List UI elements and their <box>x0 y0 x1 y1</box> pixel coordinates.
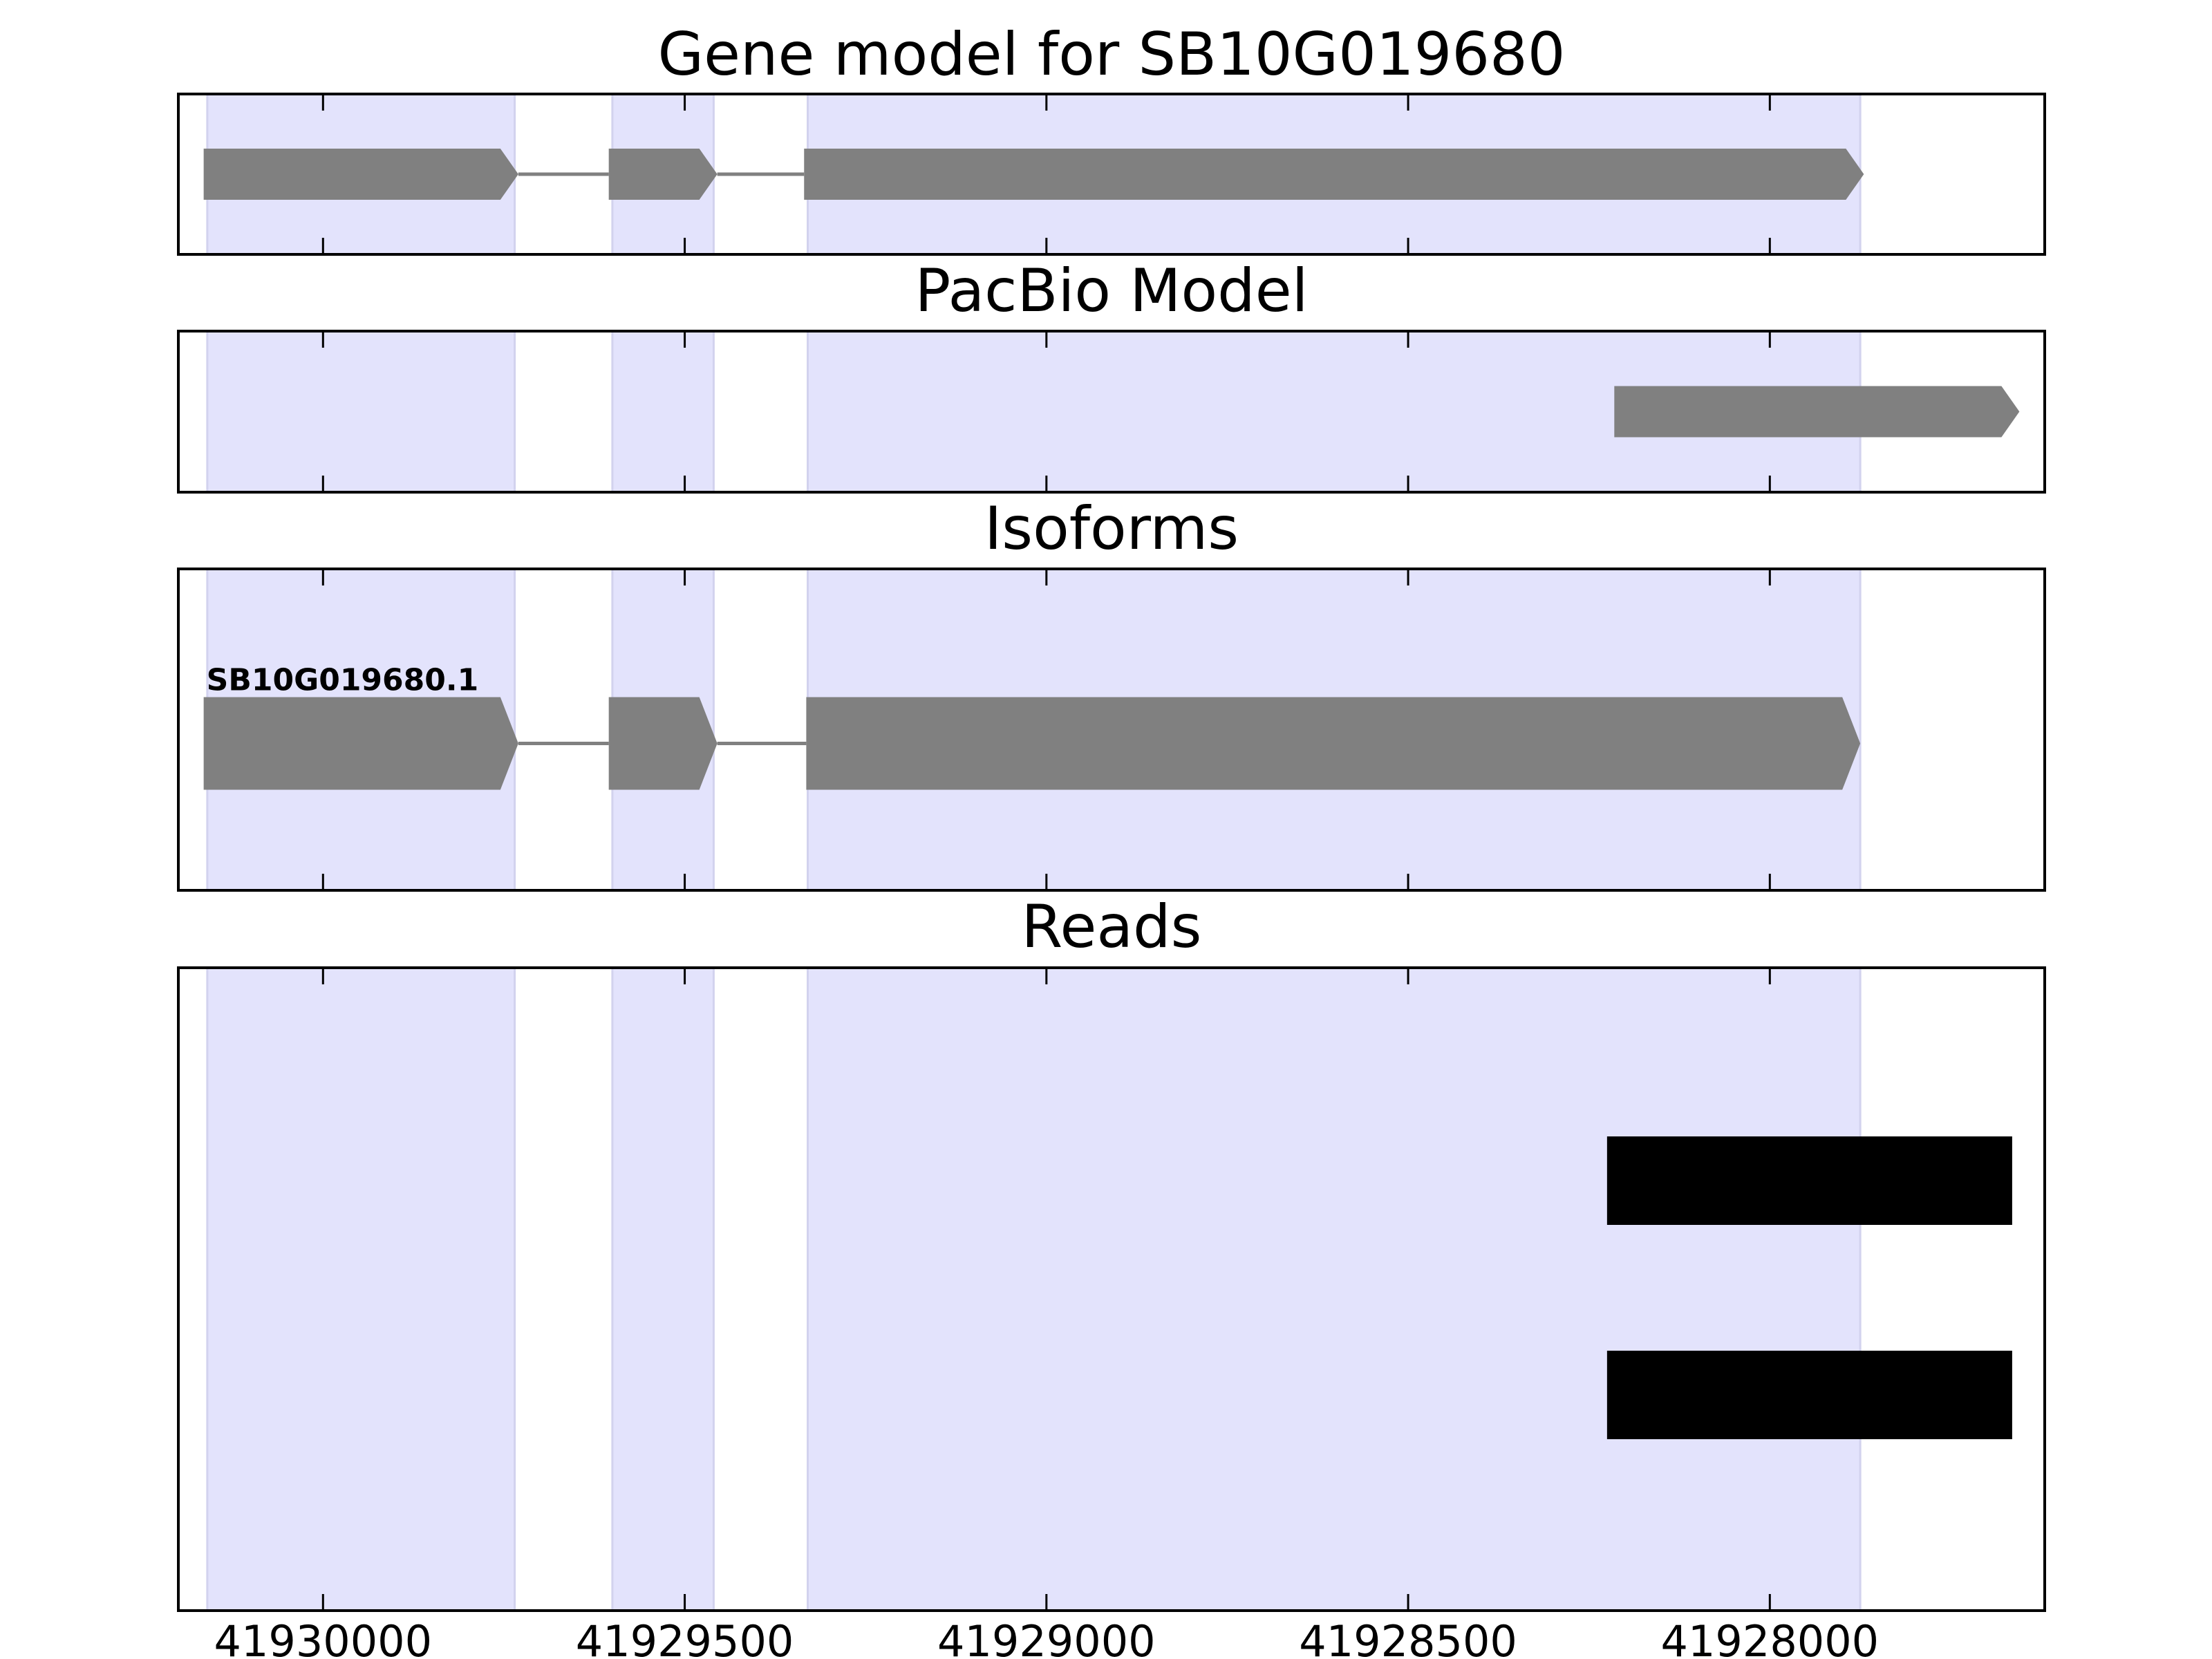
panel-frame <box>177 330 2046 494</box>
x-tick-label: 41930000 <box>214 1616 433 1659</box>
x-tick-label: 41928500 <box>1299 1616 1517 1659</box>
panel-title: Isoforms <box>984 494 1239 563</box>
exon-block <box>1614 386 2020 438</box>
exon-highlight-band <box>611 330 715 494</box>
panel-frame <box>177 568 2046 892</box>
track-1: SB10G019680.1 <box>203 663 1861 790</box>
read-bar <box>1606 1136 2012 1225</box>
exon-block <box>608 697 718 790</box>
panel-frame <box>177 966 2046 1612</box>
exon-highlight-band <box>206 966 516 1612</box>
track-1 <box>1614 386 2020 438</box>
panel-title: Gene model for SB10G019680 <box>658 20 1566 89</box>
exon-block <box>203 697 518 790</box>
exon-highlight-band <box>206 330 516 494</box>
track-1 <box>203 149 1864 200</box>
panels-layer: Gene model for SB10G019680 PacBio Model Is… <box>177 20 2046 1612</box>
panel-isoforms: Isoforms SB10G019680.1 <box>177 494 2046 892</box>
isoform-label: SB10G019680.1 <box>207 663 479 698</box>
panel-pacbio-model: PacBio Model <box>177 256 2046 494</box>
exon-block <box>806 697 1861 790</box>
x-tick-label: 41929500 <box>576 1616 794 1659</box>
panel-title: Reads <box>1022 892 1202 962</box>
read-bar <box>1606 1351 2012 1439</box>
exon-block <box>804 149 1864 200</box>
x-tick-label: 41929000 <box>937 1616 1156 1659</box>
panel-reads: Reads <box>177 892 2046 1612</box>
panel-frame <box>177 93 2046 256</box>
x-axis: 41930000 41929500 41929000 41928500 41928000 <box>214 1616 1880 1659</box>
panel-title: PacBio Model <box>915 256 1308 326</box>
exon-highlight-band <box>611 966 715 1612</box>
exon-block <box>608 149 718 200</box>
exon-block <box>203 149 518 200</box>
panel-gene-model: Gene model for SB10G019680 <box>177 20 2046 256</box>
exon-highlight-band <box>806 966 1862 1612</box>
x-tick-label: 41928000 <box>1661 1616 1880 1659</box>
